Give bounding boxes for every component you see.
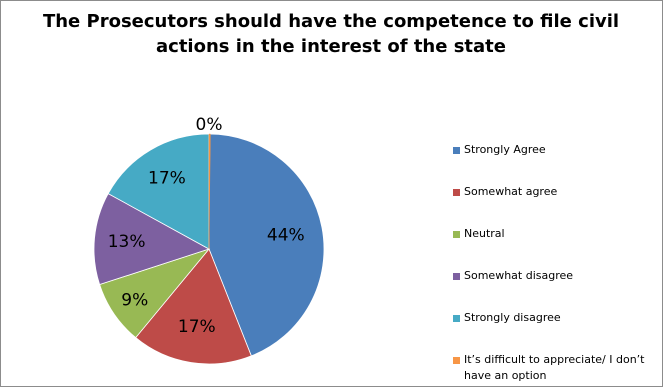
legend-label: Strongly Agree bbox=[464, 143, 546, 156]
legend-swatch bbox=[453, 357, 460, 364]
legend-label: Somewhat agree bbox=[464, 185, 558, 198]
legend-swatch bbox=[453, 147, 460, 154]
pie-slice-strongly-agree bbox=[208, 133, 325, 357]
slice-label-somewhat-disagree: 13% bbox=[108, 232, 146, 252]
pie-slice-somewhat-disagree bbox=[93, 193, 211, 286]
legend-label: Strongly disagree bbox=[464, 311, 561, 324]
legend-swatch bbox=[453, 273, 460, 280]
slice-label-neutral: 9% bbox=[121, 290, 148, 310]
pie-slice-difficult-no-option bbox=[208, 133, 211, 250]
legend-label: Neutral bbox=[464, 227, 505, 240]
slice-label-strongly-agree: 44% bbox=[267, 225, 305, 245]
legend-swatch bbox=[453, 315, 460, 322]
legend-swatch bbox=[453, 189, 460, 196]
slice-label-somewhat-agree: 17% bbox=[178, 317, 216, 337]
slice-label-difficult-no-option: 0% bbox=[196, 115, 223, 135]
legend-swatch bbox=[453, 231, 460, 238]
pie-slice-somewhat-agree bbox=[135, 248, 252, 365]
legend-label: It’s difficult to appreciate/ I don’t ha… bbox=[464, 353, 645, 382]
legend-label: Somewhat disagree bbox=[464, 269, 574, 282]
chart-title: The Prosecutors should have the competen… bbox=[42, 11, 620, 57]
pie-slice-strongly-disagree bbox=[107, 133, 210, 250]
slice-label-strongly-disagree: 17% bbox=[148, 169, 186, 189]
